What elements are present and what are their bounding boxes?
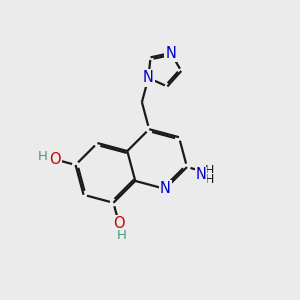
- Text: H: H: [204, 164, 214, 177]
- Text: H: H: [38, 150, 48, 163]
- Text: N: N: [196, 167, 206, 182]
- Text: O: O: [49, 152, 61, 167]
- Text: H: H: [117, 229, 127, 242]
- Text: N: N: [165, 46, 176, 61]
- Text: N: N: [160, 182, 171, 196]
- Text: O: O: [113, 216, 125, 231]
- Text: H: H: [204, 173, 214, 186]
- Text: N: N: [143, 70, 154, 86]
